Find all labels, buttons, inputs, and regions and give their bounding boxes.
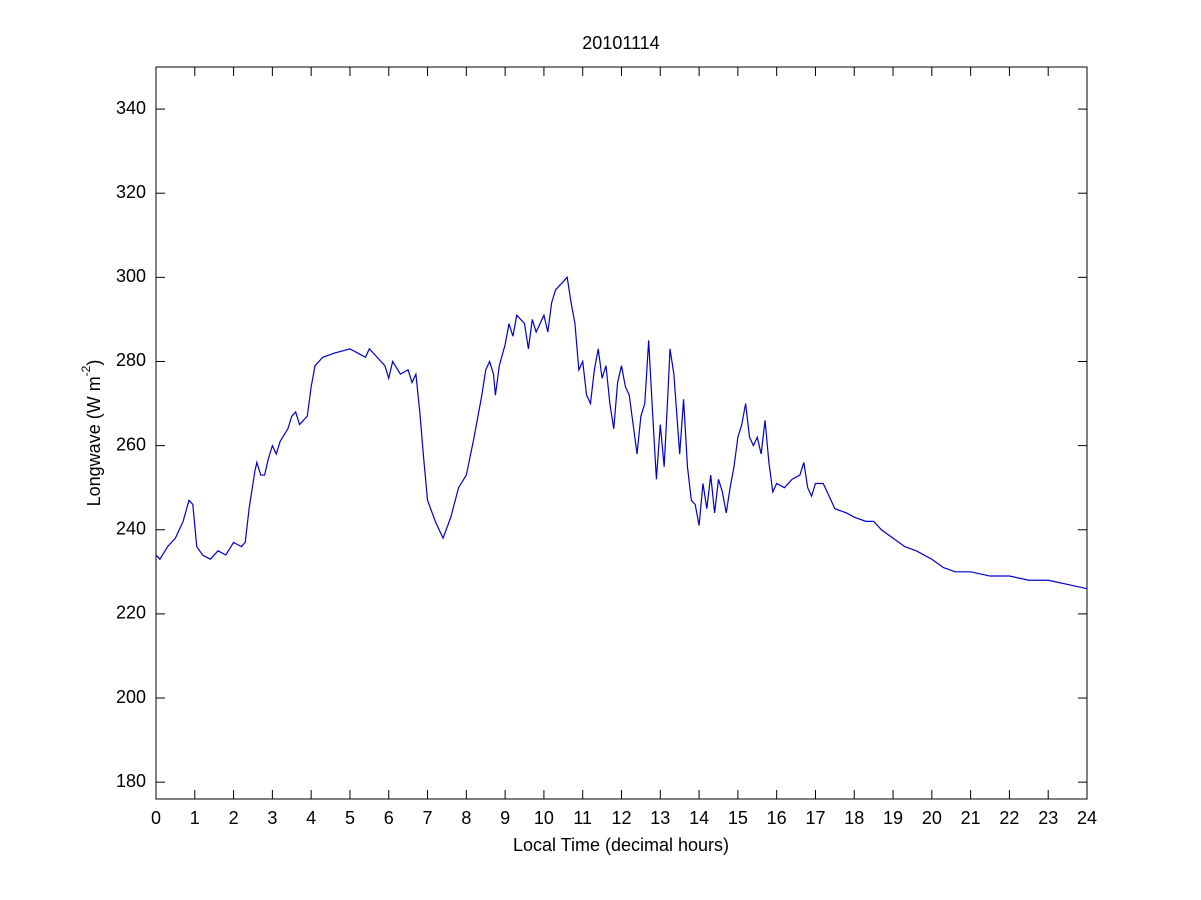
- x-tick-label: 0: [151, 808, 161, 828]
- x-tick-label: 19: [883, 808, 903, 828]
- x-tick-label: 6: [384, 808, 394, 828]
- x-tick-label: 10: [534, 808, 554, 828]
- y-label-suffix: ): [84, 360, 104, 366]
- y-tick-label: 220: [116, 603, 146, 623]
- x-tick-label: 15: [728, 808, 748, 828]
- x-tick-label: 23: [1038, 808, 1058, 828]
- x-tick-label: 22: [999, 808, 1019, 828]
- x-tick-label: 16: [767, 808, 787, 828]
- y-label-superscript: -2: [79, 365, 93, 376]
- y-tick-label: 240: [116, 519, 146, 539]
- y-tick-label: 260: [116, 434, 146, 454]
- x-tick-label: 20: [922, 808, 942, 828]
- x-tick-label: 1: [190, 808, 200, 828]
- chart-title: 20101114: [582, 33, 659, 53]
- y-tick-label: 300: [116, 266, 146, 286]
- x-tick-label: 13: [650, 808, 670, 828]
- x-tick-label: 4: [306, 808, 316, 828]
- x-tick-label: 7: [423, 808, 433, 828]
- y-tick-label: 320: [116, 182, 146, 202]
- x-tick-label: 17: [805, 808, 825, 828]
- x-axis-label: Local Time (decimal hours): [513, 835, 729, 855]
- x-tick-label: 12: [611, 808, 631, 828]
- y-label-text: Longwave (W m: [84, 376, 104, 506]
- x-tick-label: 3: [267, 808, 277, 828]
- y-axis-label: Longwave (W m-2): [79, 360, 104, 507]
- x-tick-label: 9: [500, 808, 510, 828]
- x-tick-label: 2: [229, 808, 239, 828]
- x-tick-label: 5: [345, 808, 355, 828]
- x-tick-label: 11: [573, 808, 592, 828]
- x-tick-label: 18: [844, 808, 864, 828]
- x-tick-label: 14: [689, 808, 709, 828]
- data-line: [155, 276, 1088, 590]
- x-tick-label: 8: [461, 808, 471, 828]
- y-tick-label: 280: [116, 350, 146, 370]
- x-tick-label: 24: [1077, 808, 1097, 828]
- y-tick-label: 340: [116, 98, 146, 118]
- y-tick-label: 200: [116, 687, 146, 707]
- x-tick-label: 21: [961, 808, 981, 828]
- y-tick-label: 180: [116, 771, 146, 791]
